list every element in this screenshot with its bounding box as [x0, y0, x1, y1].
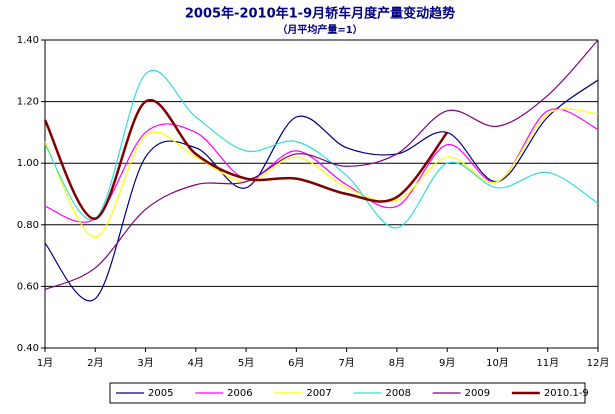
x-tick-label: 11月 — [536, 357, 559, 369]
series-line — [44, 70, 599, 229]
x-tick-label: 1月 — [37, 357, 53, 369]
x-tick-label: 10月 — [486, 357, 509, 369]
x-tick-label: 8月 — [389, 357, 405, 369]
y-tick-label: 0.40 — [17, 343, 39, 354]
y-tick-label: 1.00 — [17, 158, 39, 169]
x-tick-label: 3月 — [137, 357, 153, 369]
chart-title: 2005年-2010年1-9月轿车月度产量变动趋势 — [185, 6, 455, 22]
x-tick-label: 2月 — [87, 357, 103, 369]
legend-label: 2007 — [306, 388, 331, 399]
y-tick-label: 0.60 — [17, 281, 39, 292]
legend-box — [109, 382, 586, 404]
y-tick-label: 1.20 — [17, 97, 39, 108]
series-line — [44, 108, 599, 238]
legend-label: 2006 — [227, 388, 252, 399]
x-tick-label: 4月 — [188, 357, 204, 369]
legend-label: 2009 — [465, 388, 490, 399]
x-tick-label: 9月 — [439, 357, 455, 369]
legend-label: 2008 — [386, 388, 411, 399]
x-tick-label: 12月 — [587, 357, 610, 369]
x-tick-label: 6月 — [288, 357, 304, 369]
y-tick-label: 0.80 — [17, 220, 39, 231]
series-line — [44, 39, 599, 291]
y-tick-label: 1.40 — [17, 35, 39, 46]
legend-label: 2005 — [148, 388, 173, 399]
legend-label: 2010.1-9 — [544, 388, 589, 399]
series-line — [43, 98, 449, 220]
chart-subtitle: （月平均产量=1） — [277, 23, 362, 36]
x-tick-label: 5月 — [238, 357, 254, 369]
x-tick-label: 7月 — [338, 357, 354, 369]
